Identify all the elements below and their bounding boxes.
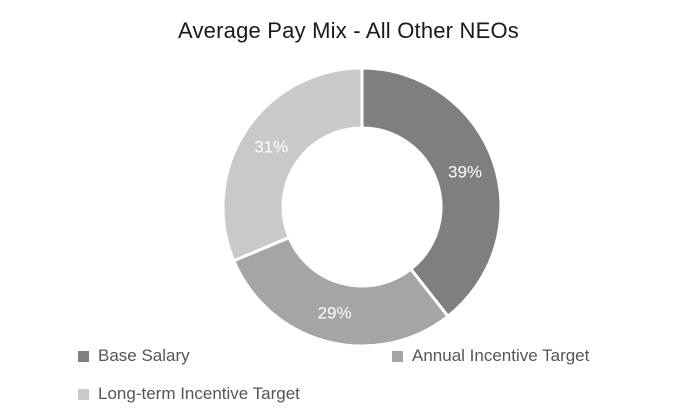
slice-annual-incentive-target	[231, 235, 451, 348]
slice-long-term-incentive-target	[221, 66, 364, 263]
data-label-annual-incentive-target: 29%	[318, 304, 352, 323]
data-label-base-salary: 39%	[448, 162, 482, 181]
chart-title: Average Pay Mix - All Other NEOs	[178, 18, 519, 43]
slice-base-salary	[360, 66, 503, 319]
data-label-long-term-incentive-target: 31%	[254, 138, 288, 157]
